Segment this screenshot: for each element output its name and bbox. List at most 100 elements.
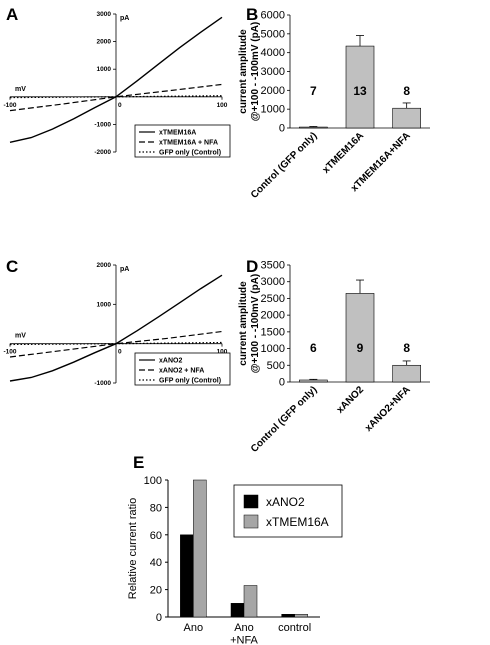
y-tick-label: 3000 <box>261 66 285 78</box>
n-label: 13 <box>353 84 367 98</box>
legend-label: xANO2 + NFA <box>159 368 204 375</box>
y-tick-label: 1000 <box>261 104 285 116</box>
bar <box>392 107 421 129</box>
n-label: 8 <box>403 341 410 355</box>
category-label: xANO2+NFA <box>363 384 413 434</box>
series-line-3 <box>9 341 223 346</box>
legend-label: GFP only (Control) <box>159 378 221 385</box>
y-tick-label: 80 <box>150 502 162 514</box>
y-tick-label: 6000 <box>261 10 285 22</box>
y-axis-unit: pA <box>120 15 129 22</box>
y-tick-label: 3000 <box>261 276 285 288</box>
y-tick-label: 0 <box>279 123 285 135</box>
y-tick-label: 3500 <box>261 260 285 272</box>
category-label-line: Ano <box>234 622 254 634</box>
legend-swatch <box>243 514 259 529</box>
panel-b: B 0 1000 2000 3000 4000 5000 6000 7 Control (GFP … <box>238 5 430 201</box>
category-label-line: Ano <box>184 622 204 634</box>
y-tick-label: 3000 <box>97 11 112 18</box>
y-tick-label: 1000 <box>97 66 112 73</box>
y-axis-title: current amplitude@+100 - -100mV (pA) <box>238 274 261 374</box>
y-axis-unit: pA <box>120 266 129 273</box>
panel-a: A-100 0 100-2000-1000100020003000pAmVxTMEM… <box>3 5 231 158</box>
category-label: xTMEM16A <box>321 130 367 176</box>
y-tick-label: 2000 <box>261 310 285 322</box>
y-tick-label: 2000 <box>97 39 112 46</box>
legend-box <box>233 484 343 538</box>
category-label-line: control <box>278 622 311 634</box>
legend-label: xTMEM16A <box>266 515 329 529</box>
y-tick-label: 100 <box>144 475 162 487</box>
category-label-line: +NFA <box>230 635 258 645</box>
y-tick-label: 0 <box>156 612 162 624</box>
y-tick-label: 4000 <box>261 47 285 59</box>
y-tick-label: 2000 <box>97 262 112 269</box>
panel-label: A <box>6 5 18 24</box>
x-tick-label: -100 <box>3 349 16 356</box>
x-tick-label: -100 <box>3 102 16 109</box>
legend-label: xTMEM16A + NFA <box>159 140 218 147</box>
y-axis-title-line: current amplitude <box>238 281 249 366</box>
y-tick-label: 40 <box>150 557 162 569</box>
y-tick-label: 500 <box>267 360 285 372</box>
bar <box>392 364 421 383</box>
bar-xano2 <box>281 614 295 618</box>
x-axis-unit: mV <box>15 333 26 340</box>
series-line-3 <box>9 95 223 99</box>
y-tick-label: 5000 <box>261 28 285 40</box>
bar-xtmem16a <box>294 614 308 618</box>
x-tick-label: 100 <box>217 349 228 356</box>
bar-xano2 <box>180 534 194 618</box>
y-tick-label: -2000 <box>94 149 111 156</box>
legend-label: GFP only (Control) <box>159 150 221 157</box>
y-axis-title-line: @+100 - -100mV (pA) <box>250 274 261 374</box>
legend: xTMEM16A xTMEM16A + NFA GFP only (Control) <box>134 124 231 158</box>
panel-d: D 0 500 1000 1500 2000 2500 3000 3500 6 Control (G… <box>238 257 430 455</box>
y-axis-title-line: current amplitude <box>238 29 249 114</box>
y-tick-label: 1000 <box>97 301 112 308</box>
y-tick-label: -1000 <box>94 121 111 128</box>
legend-label: xANO2 <box>266 495 305 509</box>
category-label: control <box>278 622 311 634</box>
legend-label: xANO2 <box>159 358 182 365</box>
y-tick-label: 2000 <box>261 85 285 97</box>
category-label: Ano <box>184 622 204 634</box>
y-tick-label: 0 <box>279 377 285 389</box>
bar <box>345 293 375 383</box>
n-label: 9 <box>357 341 364 355</box>
x-tick-label: 0 <box>118 102 122 109</box>
y-tick-label: 20 <box>150 585 162 597</box>
bar-xano2 <box>230 603 245 618</box>
y-tick-label: 2500 <box>261 293 285 305</box>
category-label: Control (GFP only) <box>249 130 320 201</box>
legend-swatch <box>243 494 259 509</box>
panel-label: C <box>6 257 18 276</box>
x-axis-unit: mV <box>15 86 26 93</box>
category-label: xANO2 <box>335 384 367 416</box>
bar <box>299 126 328 129</box>
y-axis-title: Relative current ratio <box>127 498 139 600</box>
bar-xtmem16a <box>243 585 258 618</box>
y-tick-label: 1500 <box>261 326 285 338</box>
legend-label: xTMEM16A <box>159 130 196 137</box>
y-tick-label: -1000 <box>94 380 111 387</box>
panel-label: B <box>246 5 258 24</box>
category-label: Ano +NFA <box>230 622 258 645</box>
panel-label: E <box>133 453 144 472</box>
n-label: 8 <box>403 84 410 98</box>
n-label: 6 <box>310 341 317 355</box>
legend: xANO2 xANO2 + NFA GFP only (Control) <box>134 352 231 386</box>
bar <box>299 379 328 383</box>
y-tick-label: 1000 <box>261 343 285 355</box>
bar <box>345 45 375 129</box>
y-axis-title-line: @+100 - -100mV (pA) <box>250 22 261 122</box>
bar-xtmem16a <box>193 479 207 618</box>
category-label: Control (GFP only) <box>249 384 320 455</box>
panel-label: D <box>246 257 258 276</box>
legend: xANO2 xTMEM16A <box>233 484 343 538</box>
x-tick-label: 0 <box>118 349 122 356</box>
y-tick-label: 60 <box>150 530 162 542</box>
